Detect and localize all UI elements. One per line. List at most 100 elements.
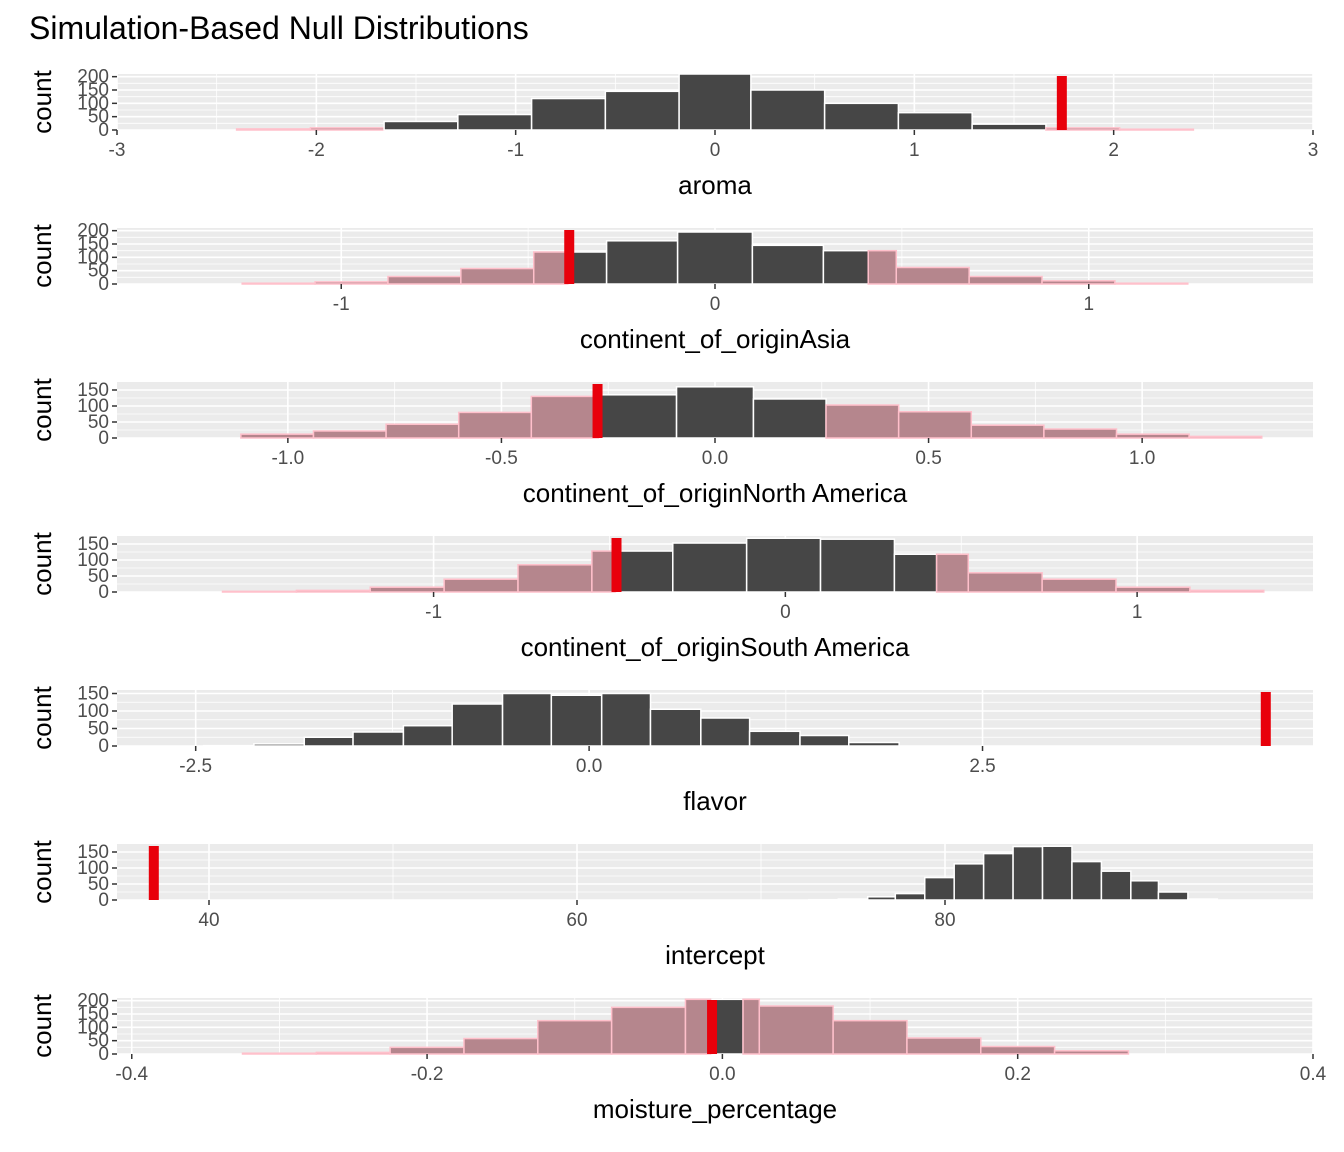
histogram-bar [675, 386, 755, 439]
y-tick-label: 0 [98, 274, 109, 295]
histogram-bar [1012, 845, 1044, 901]
histogram-bar [1041, 845, 1073, 901]
histogram-bar-shaded [315, 1051, 391, 1055]
histogram-bar [550, 694, 603, 747]
histogram-bar-shaded [610, 1006, 687, 1055]
y-tick-label: 0 [98, 890, 109, 911]
histogram-bar [615, 550, 674, 593]
x-tick-label: 2 [1108, 140, 1119, 161]
histogram-bar-shaded [241, 1052, 318, 1055]
x-tick-label: 1 [1132, 602, 1143, 623]
x-axis-title: continent_of_originAsia [580, 324, 851, 354]
histogram-bar [383, 120, 459, 131]
histogram-bar [700, 717, 751, 747]
y-tick-label: 150 [77, 80, 109, 101]
x-tick-label: 1.0 [1129, 448, 1155, 469]
x-tick-label: 80 [934, 910, 955, 931]
histogram-bar-shaded [968, 275, 1043, 285]
x-tick-label: 60 [566, 910, 587, 931]
histogram-bar [971, 123, 1047, 131]
histogram-bar-shaded [517, 564, 593, 593]
y-tick-label: 0 [98, 736, 109, 757]
histogram-bar [819, 538, 896, 593]
histogram-bar [1130, 880, 1160, 901]
histogram-bar-shaded [389, 1046, 465, 1055]
histogram-bar [303, 736, 354, 747]
histogram-bar-shaded [1188, 435, 1263, 439]
histogram-bar-shaded [832, 1019, 908, 1055]
x-tick-label: -0.5 [485, 448, 518, 469]
y-tick-label: 50 [88, 412, 109, 433]
histogram-bar-shaded [443, 578, 519, 593]
histogram-bar-shaded [235, 128, 312, 131]
histogram-bar [924, 876, 955, 901]
histogram-bar-shaded [537, 1019, 613, 1055]
x-tick-label: -1 [425, 602, 442, 623]
histogram-bar [752, 398, 827, 439]
y-tick-label: 0 [98, 1044, 109, 1065]
histogram-bar-shaded [457, 411, 533, 439]
histogram-bar-shaded [895, 266, 970, 285]
histogram-bar [745, 537, 822, 593]
y-tick-label: 50 [88, 719, 109, 740]
histogram-bar [501, 692, 553, 747]
y-axis-title: count [27, 531, 57, 595]
x-axis-title: flavor [683, 786, 747, 816]
y-tick-label: 0 [98, 120, 109, 141]
y-axis-title: count [27, 377, 57, 441]
histogram-bar [1100, 870, 1132, 901]
y-axis-title: count [27, 69, 57, 133]
histogram-bar [893, 553, 938, 593]
histogram-bar [457, 113, 533, 131]
histogram-bar [678, 73, 752, 131]
y-tick-label: 50 [88, 107, 109, 128]
x-tick-label: -2.5 [179, 756, 212, 777]
x-axis-title: continent_of_originSouth America [521, 632, 910, 662]
histogram-bar-shaded [314, 281, 389, 285]
histogram-bar-shaded [309, 127, 385, 131]
y-tick-label: 200 [77, 991, 109, 1012]
x-tick-label: -1.0 [271, 448, 304, 469]
y-tick-label: 50 [88, 874, 109, 895]
histogram-bar-shaded [369, 586, 445, 593]
histogram-bar [568, 251, 608, 285]
x-tick-label: 1 [1083, 294, 1094, 315]
x-tick-label: 0.4 [1300, 1064, 1327, 1085]
histogram-bar [352, 731, 405, 747]
x-tick-label: -0.2 [411, 1064, 444, 1085]
x-tick-label: 0 [710, 294, 721, 315]
observed-statistic-line [707, 1000, 718, 1054]
histogram-bar-shaded [1115, 586, 1191, 593]
observed-statistic-line [148, 846, 159, 900]
histogram-bar-shaded [1118, 128, 1195, 131]
y-tick-label: 100 [77, 247, 109, 268]
histogram-bar [676, 231, 754, 285]
histogram-bar [600, 692, 652, 747]
histogram-bar-shaded [240, 433, 315, 439]
histogram-bar-shaded [1041, 280, 1116, 285]
x-axis-title: continent_of_originNorth America [523, 478, 908, 508]
histogram-bar-shaded [1189, 589, 1265, 593]
x-tick-label: -2 [308, 140, 325, 161]
histogram-bar-shaded [1115, 433, 1190, 439]
observed-statistic-line [1056, 76, 1067, 130]
histogram-bar [894, 892, 926, 901]
histogram-bar [1157, 891, 1189, 901]
x-tick-label: 40 [198, 910, 219, 931]
y-tick-label: 100 [77, 1017, 109, 1038]
y-axis-title: count [27, 685, 57, 749]
x-axis-title: moisture_percentage [593, 1094, 837, 1124]
histogram-bar [1187, 898, 1219, 901]
x-tick-label: 1 [909, 140, 920, 161]
y-tick-label: 150 [77, 534, 109, 555]
x-tick-label: 0.5 [915, 448, 941, 469]
x-tick-label: -1 [507, 140, 524, 161]
histogram-bar [451, 703, 504, 747]
histogram-bar-shaded [463, 1037, 539, 1055]
figure-title: Simulation-Based Null Distributions [29, 10, 529, 46]
histogram-bar-shaded [825, 404, 900, 439]
x-tick-label: -3 [109, 140, 126, 161]
